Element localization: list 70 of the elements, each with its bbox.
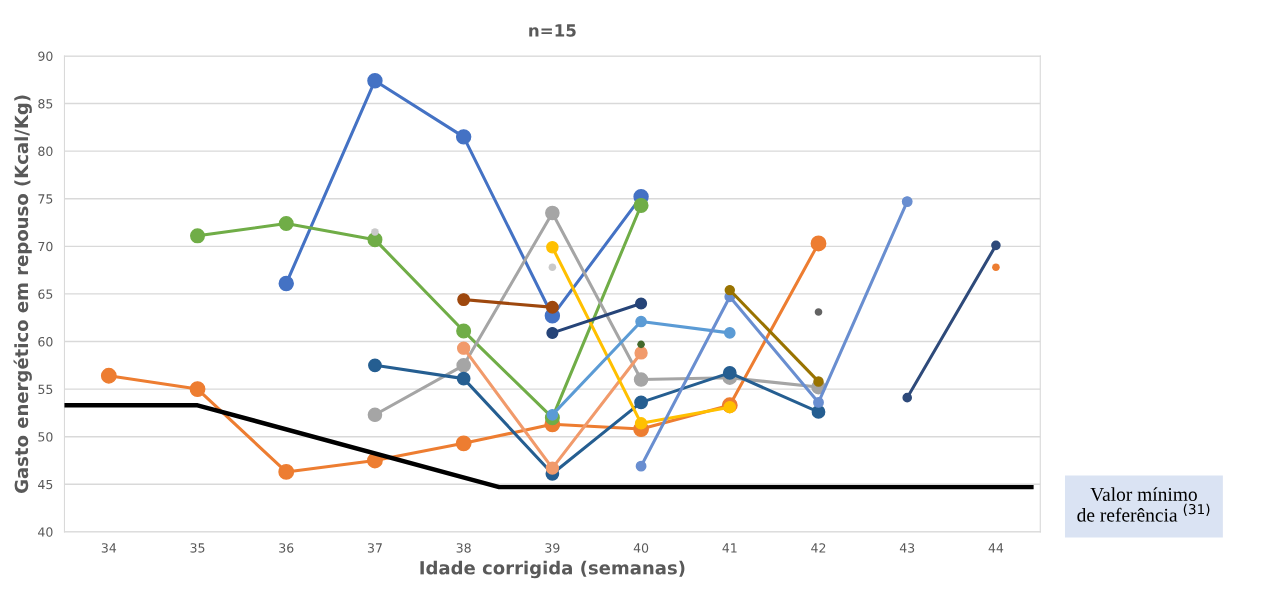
point [634, 395, 648, 410]
point [546, 326, 559, 339]
x-tick-label: 34 [101, 543, 117, 553]
y-tick-label: 55 [38, 384, 53, 395]
x-tick-label: 36 [279, 543, 294, 553]
point [278, 215, 294, 231]
point [278, 275, 294, 292]
point [545, 205, 560, 221]
y-tick-label: 75 [38, 194, 53, 204]
point [722, 366, 737, 380]
point [189, 381, 206, 398]
point [634, 346, 648, 360]
x-tick-label: 43 [899, 543, 915, 553]
y-tick-label: 50 [38, 432, 53, 442]
y-tick-label: 45 [38, 479, 53, 490]
y-tick-label: 80 [38, 146, 53, 157]
point [548, 263, 557, 272]
point [814, 308, 823, 316]
point [367, 72, 383, 89]
point [635, 460, 647, 472]
point [724, 284, 735, 296]
x-tick-label: 40 [633, 543, 649, 553]
point [455, 129, 472, 145]
x-tick-label: 42 [811, 543, 826, 553]
x-tick-label: 37 [367, 543, 382, 553]
point [813, 397, 824, 408]
y-tick-label: 60 [38, 336, 53, 347]
y-tick-label: 90 [38, 51, 53, 61]
x-tick-label: 38 [456, 543, 471, 553]
point [633, 372, 649, 387]
x-tick-label: 39 [545, 543, 560, 553]
point [546, 241, 559, 254]
y-axis-title: Gasto energético em repouso (Kcal/Kg) [13, 95, 32, 493]
y-tick-label: 85 [38, 99, 53, 109]
point [813, 376, 824, 387]
x-tick-label: 35 [190, 543, 205, 553]
point [637, 340, 645, 349]
point [633, 197, 649, 213]
point [371, 228, 379, 236]
chart-title: n=15 [529, 24, 576, 37]
point [100, 367, 117, 384]
point [367, 407, 383, 423]
point [456, 371, 471, 386]
y-tick-label: 70 [38, 241, 53, 252]
point [278, 463, 295, 480]
point [634, 417, 648, 430]
point [545, 300, 559, 314]
y-tick-label: 65 [38, 289, 53, 299]
x-axis-title: Idade corrigida (semanas) [420, 560, 685, 579]
x-tick-label: 41 [722, 543, 737, 553]
point [810, 235, 827, 252]
y-tick-label: 40 [38, 527, 53, 537]
point [545, 461, 560, 475]
x-tick-label: 44 [988, 543, 1004, 553]
point [456, 358, 471, 373]
point [368, 358, 382, 373]
point [901, 196, 913, 208]
point [992, 263, 1000, 272]
point [190, 228, 206, 244]
point [635, 315, 647, 328]
point [723, 327, 736, 339]
point [455, 435, 472, 452]
point [457, 293, 471, 307]
point [456, 323, 472, 339]
point [991, 240, 1001, 251]
point [635, 297, 648, 310]
point [546, 408, 559, 421]
point [902, 392, 912, 403]
text: Valor mínimo de referência $^{(31)}$ [1077, 487, 1210, 522]
point [456, 341, 471, 355]
